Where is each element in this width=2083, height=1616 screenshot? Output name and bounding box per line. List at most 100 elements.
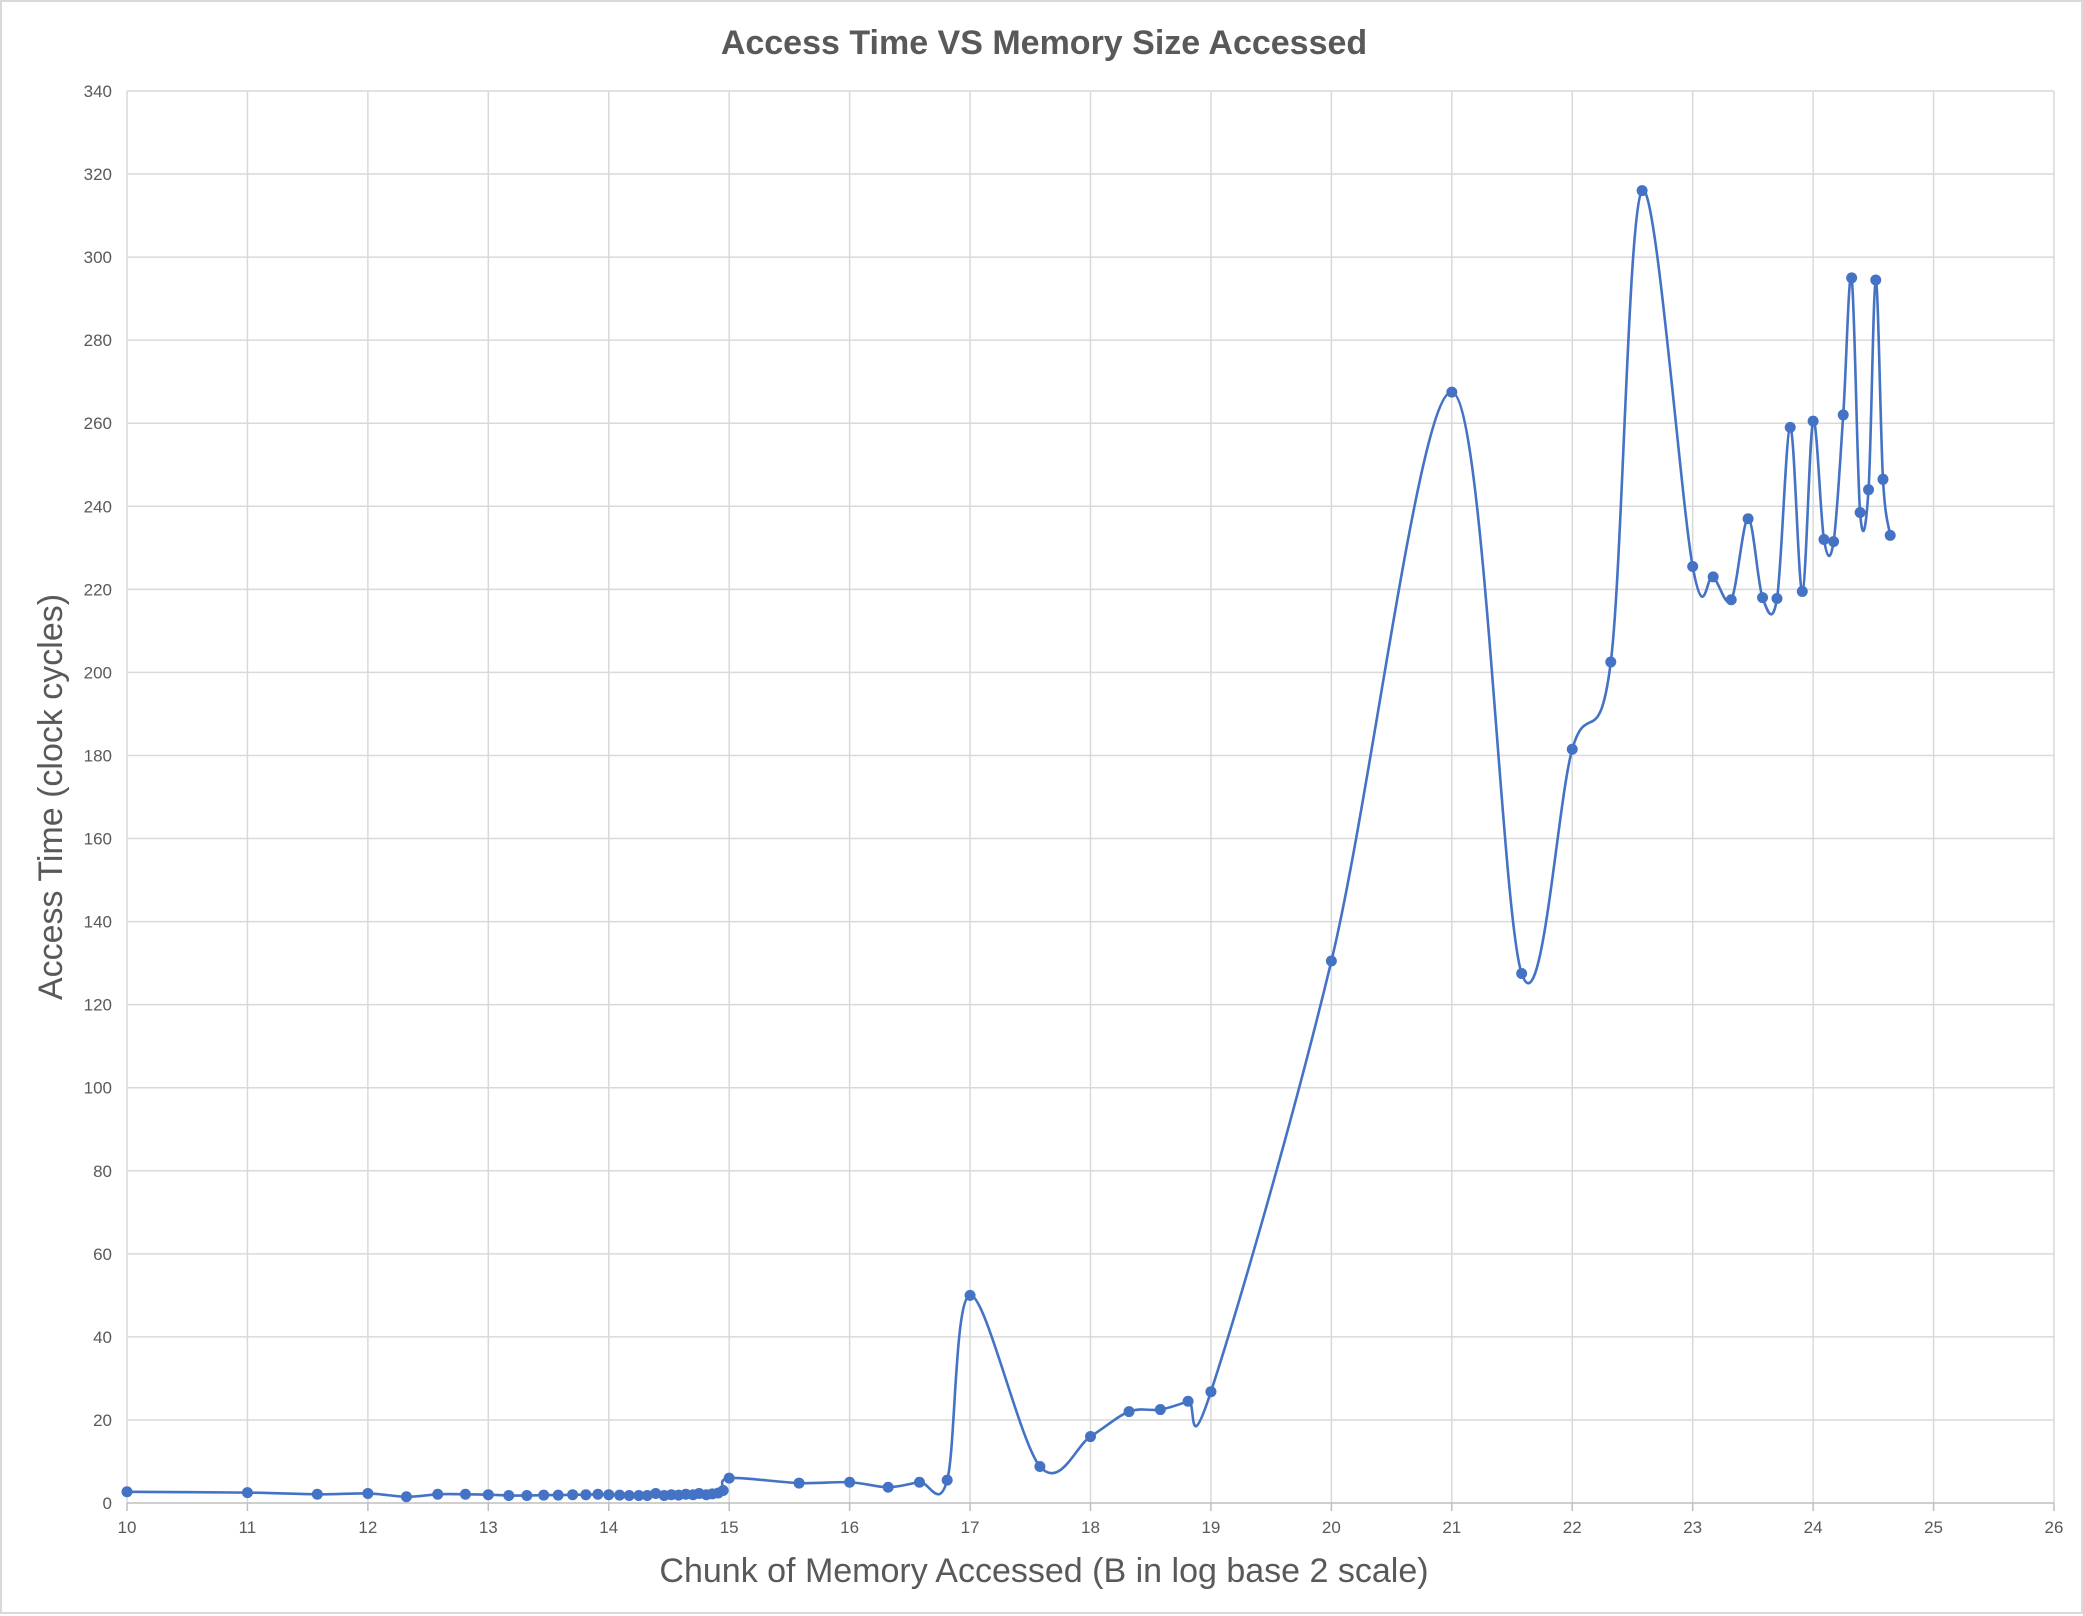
data-point [1818,534,1830,546]
x-tick-label: 10 [118,1518,137,1537]
data-point [1707,571,1719,583]
x-tick-label: 11 [239,1518,257,1537]
y-tick-label: 300 [84,248,112,267]
data-point [1807,415,1819,427]
data-point [1837,409,1849,421]
data-point [1636,185,1648,197]
x-tick-label: 13 [479,1518,498,1537]
data-point [913,1476,925,1488]
data-point [1325,955,1337,967]
y-tick-label: 260 [84,414,112,433]
x-tick-label: 17 [961,1518,980,1537]
data-point [552,1489,564,1501]
data-point [1863,484,1875,496]
data-point [580,1489,592,1501]
data-point [459,1488,471,1500]
data-point [941,1474,953,1486]
data-point [1446,386,1458,398]
data-point [1085,1431,1096,1443]
data-point [121,1486,133,1498]
data-point [633,1490,645,1502]
y-tick-label: 220 [84,580,112,599]
x-tick-label: 16 [840,1518,859,1537]
y-tick-label: 240 [84,497,112,516]
data-point [717,1485,729,1497]
data-point [1846,272,1858,284]
x-tick-label: 20 [1322,1518,1341,1537]
data-point [882,1481,894,1493]
data-point [1123,1406,1135,1418]
y-tick-label: 140 [84,913,112,932]
gridlines [126,90,2055,1503]
x-tick-label: 21 [1442,1518,1461,1537]
x-tick-label: 12 [358,1518,377,1537]
data-point [793,1477,805,1489]
data-point [1182,1395,1194,1407]
x-tick-label: 18 [1081,1518,1100,1537]
x-tick-label: 25 [1924,1518,1943,1537]
data-point [614,1489,626,1501]
data-point [503,1490,515,1502]
data-point [641,1490,653,1502]
y-axis-title: Access Time (clock cycles) [32,594,70,1000]
x-tick-label: 15 [720,1518,739,1537]
data-point [1828,536,1840,548]
data-point [603,1489,615,1501]
y-tick-label: 60 [93,1245,112,1264]
data-point [1784,421,1796,433]
y-tick-label: 40 [93,1328,112,1347]
x-tick-label: 24 [1804,1518,1823,1537]
y-tick-label: 340 [84,82,112,101]
data-point [1771,592,1783,604]
data-point [1154,1404,1166,1416]
y-tick-label: 180 [84,746,112,765]
series-line [125,189,1892,1499]
x-tick-label: 22 [1563,1518,1582,1537]
chart-title: Access Time VS Memory Size Accessed [721,24,1367,62]
data-point [1796,585,1808,597]
y-tick-label: 0 [103,1494,112,1513]
data-point [650,1487,662,1499]
data-point [1605,656,1617,668]
tick-labels: 0 20 40 60 80 100 120 140 160 180 200 220 240 260 280 3… [84,82,2064,1537]
data-point [400,1491,412,1503]
data-point [1205,1386,1217,1398]
data-point [1877,473,1889,485]
data-point [1757,592,1769,604]
data-point [592,1488,604,1500]
axes [126,1502,2055,1511]
data-point [1854,507,1866,519]
data-point [1687,561,1699,573]
data-point [567,1489,579,1501]
y-tick-label: 120 [84,996,112,1015]
data-point [1516,968,1528,979]
y-tick-label: 80 [93,1162,112,1181]
data-point [844,1476,856,1488]
data-point [362,1487,374,1499]
data-point [964,1289,976,1301]
data-point [521,1490,533,1502]
data-point [1725,594,1737,606]
data-point [723,1472,735,1484]
data-point [432,1488,444,1500]
y-tick-label: 100 [84,1079,112,1098]
data-point [241,1487,253,1499]
data-point [1742,513,1754,525]
y-tick-label: 280 [84,331,112,350]
data-point [1566,743,1578,755]
data-point [623,1490,635,1502]
y-tick-label: 320 [84,165,112,184]
x-tick-label: 19 [1201,1518,1220,1537]
x-tick-label: 14 [599,1518,618,1537]
y-tick-label: 200 [84,663,112,682]
data-point [538,1489,550,1501]
y-tick-label: 20 [93,1411,112,1430]
y-tick-label: 160 [84,830,112,849]
x-tick-label: 23 [1683,1518,1702,1537]
x-axis-title: Chunk of Memory Accessed (B in log base … [659,1552,1428,1590]
data-point [482,1489,494,1501]
x-tick-label: 26 [2045,1518,2064,1537]
data-point [1034,1460,1046,1472]
